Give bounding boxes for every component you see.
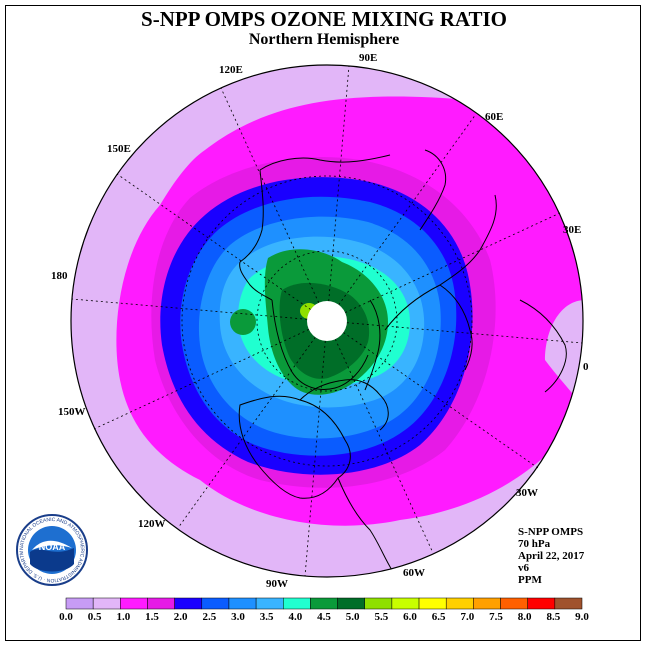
lon-label-60e: 60E bbox=[485, 111, 503, 123]
colorbar-swatch bbox=[500, 597, 528, 610]
arctic-coast bbox=[271, 299, 369, 390]
colorbar-swatch bbox=[310, 597, 338, 610]
parallels bbox=[181, 175, 473, 467]
alaska-coast bbox=[239, 261, 273, 301]
info-date: April 22, 2017 bbox=[518, 550, 585, 562]
lon-label-30w: 30W bbox=[516, 487, 538, 499]
colorbar-tick-label: 9.0 bbox=[575, 611, 589, 623]
colorbar-swatch bbox=[120, 597, 148, 610]
lon-label-120e: 120E bbox=[219, 64, 243, 76]
info-product: S-NPP OMPS bbox=[518, 526, 584, 538]
siberia-coast bbox=[259, 154, 391, 171]
colorbar-tick-label: 3.5 bbox=[260, 611, 274, 623]
colorbar-tick-label: 8.0 bbox=[518, 611, 532, 623]
parallel-60n bbox=[256, 250, 398, 392]
colorbar-swatch bbox=[337, 597, 365, 610]
scandinavia-coast bbox=[439, 284, 473, 371]
colorbar-tick-label: 6.0 bbox=[403, 611, 417, 623]
lon-label-180: 180 bbox=[51, 270, 68, 282]
map-boundary bbox=[70, 64, 584, 578]
colorbar-tick-label: 6.5 bbox=[432, 611, 446, 623]
lon-label-90e: 90E bbox=[359, 52, 377, 64]
colorbar-swatch bbox=[527, 597, 556, 610]
colorbar-swatch bbox=[283, 597, 311, 610]
colorbar-swatch bbox=[391, 597, 420, 610]
lon-label-60w: 60W bbox=[403, 567, 425, 579]
lon-label-150e: 150E bbox=[107, 143, 131, 155]
colorbar-swatch bbox=[228, 597, 257, 610]
colorbar-swatch bbox=[201, 597, 230, 610]
info-block: S-NPP OMPS 70 hPa April 22, 2017 v6 PPM bbox=[518, 526, 584, 586]
lon-label-0: 0 bbox=[583, 361, 589, 373]
band-4.5-5.0-patch bbox=[230, 309, 256, 335]
map-title: S-NPP OMPS OZONE MIXING RATIO bbox=[141, 7, 507, 31]
colorbar-swatch bbox=[92, 597, 121, 610]
longitude-labels: 90E 60E 30E 0 30W 60W 90W 120W 150W 180 … bbox=[51, 52, 589, 590]
map-frame bbox=[5, 5, 641, 641]
lon-label-30e: 30E bbox=[563, 224, 581, 236]
canada-coast bbox=[299, 379, 389, 431]
colorbar-tick-label: 1.0 bbox=[116, 611, 130, 623]
map-subtitle: Northern Hemisphere bbox=[248, 31, 400, 48]
colorbar-swatch bbox=[147, 597, 175, 610]
info-units: PPM bbox=[518, 574, 542, 586]
colorbar-tick-label: 2.5 bbox=[202, 611, 216, 623]
greenland-coast bbox=[364, 299, 381, 391]
colorbar-tick-label: 3.0 bbox=[231, 611, 245, 623]
noaa-logo: NOAA NATIONAL OCEANIC AND ATMOSPHERIC AD… bbox=[16, 514, 88, 586]
colorbar-tick-label: 4.5 bbox=[317, 611, 331, 623]
asia-coast-east bbox=[419, 149, 447, 231]
noaa-logo-graphic: NOAA NATIONAL OCEANIC AND ATMOSPHERIC AD… bbox=[16, 514, 88, 586]
logo-text: NOAA bbox=[39, 542, 66, 552]
colorbar-tick-label: 2.0 bbox=[174, 611, 188, 623]
parallel-30n bbox=[181, 175, 473, 467]
colorbar-swatch bbox=[445, 597, 474, 610]
info-version: v6 bbox=[518, 562, 529, 574]
info-level: 70 hPa bbox=[518, 538, 551, 550]
colorbar-swatch bbox=[65, 597, 94, 610]
polar-hole bbox=[307, 301, 347, 341]
central-america-coast bbox=[337, 477, 396, 576]
colorbar-tick-label: 7.0 bbox=[460, 611, 474, 623]
colorbar-swatch bbox=[364, 597, 393, 610]
lon-label-90w: 90W bbox=[266, 578, 288, 590]
colorbar-tick-label: 5.0 bbox=[346, 611, 360, 623]
colorbar-swatch bbox=[418, 597, 447, 610]
lon-label-120w: 120W bbox=[138, 518, 166, 530]
colorbar-swatch bbox=[174, 597, 203, 610]
africa-coast bbox=[519, 299, 567, 393]
colorbar-swatch bbox=[473, 597, 501, 610]
colorbar-tick-label: 0.5 bbox=[88, 611, 102, 623]
colorbar-tick-label: 8.5 bbox=[546, 611, 560, 623]
colorbar-tick-label: 5.5 bbox=[374, 611, 388, 623]
colorbar-tick-label: 0.0 bbox=[59, 611, 73, 623]
colorbar-tick-label: 7.5 bbox=[489, 611, 503, 623]
colorbar-tick-label: 4.0 bbox=[288, 611, 302, 623]
colorbar-swatch bbox=[255, 597, 284, 610]
colorbar-tick-label: 1.5 bbox=[145, 611, 159, 623]
lon-label-150w: 150W bbox=[58, 406, 86, 418]
colorbar: 0.0 0.5 1.0 1.5 2.0 2.5 3.0 3.5 4.0 4.5 5.0 5.5 6.0 6… bbox=[59, 597, 589, 623]
europe-coast bbox=[384, 194, 497, 331]
colorbar-swatch bbox=[554, 597, 583, 610]
kamchatka-coast bbox=[239, 169, 264, 263]
